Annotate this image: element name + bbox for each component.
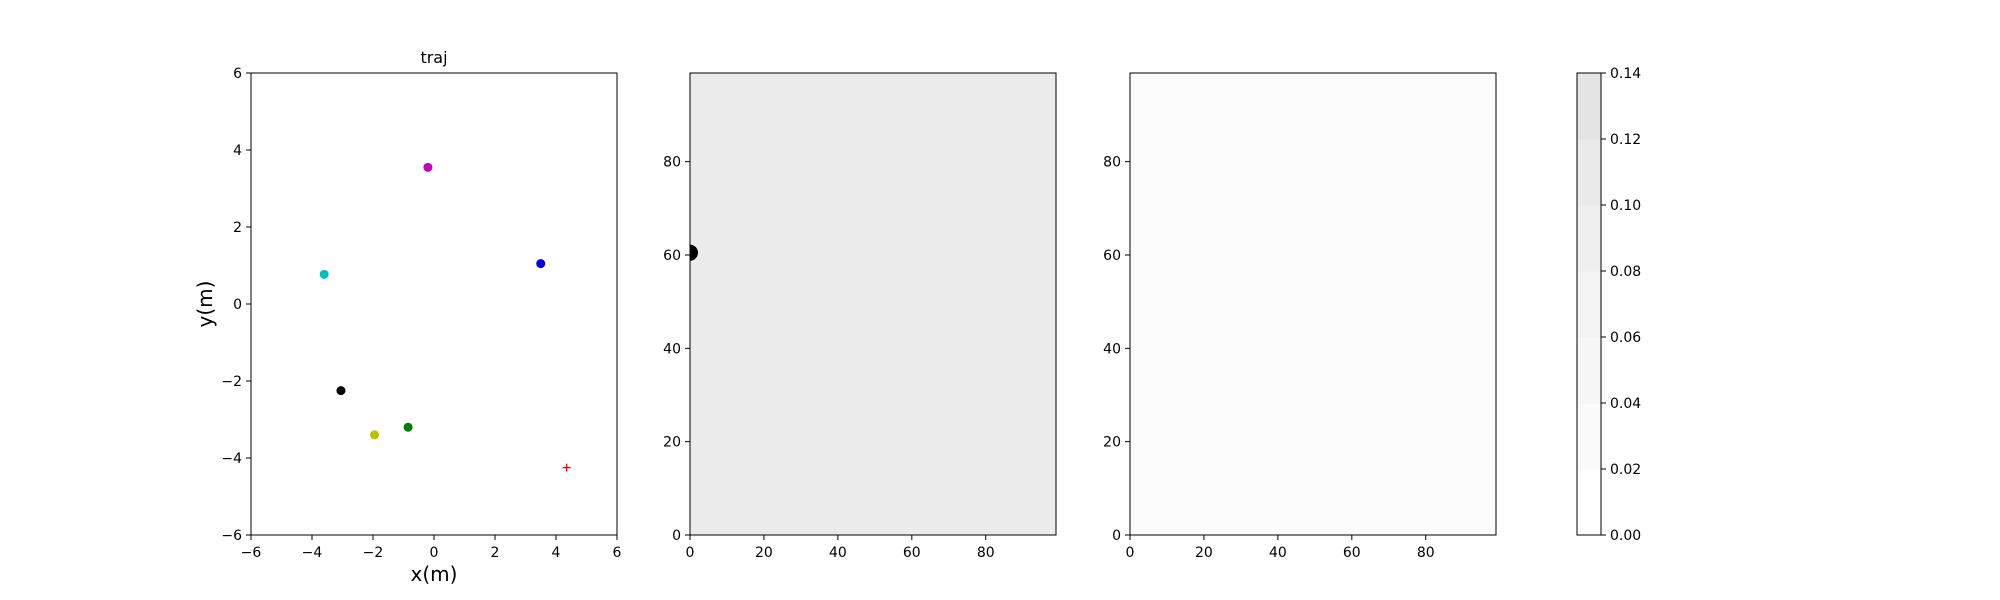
heatmap-2-x-tick-label: 0 bbox=[1126, 545, 1135, 561]
traj-y-tick-label: 0 bbox=[233, 297, 242, 313]
traj-point bbox=[536, 259, 546, 269]
traj-x-tick-label: −6 bbox=[241, 545, 262, 561]
colorbar-tick-label: 0.08 bbox=[1610, 264, 1641, 280]
traj-plot-frame bbox=[250, 72, 618, 536]
traj-point bbox=[336, 386, 346, 396]
heatmap-2-x-ticks: 0 20 40 60 80 bbox=[1126, 535, 1435, 561]
heatmap-1-fill bbox=[690, 73, 1056, 535]
heatmap-2-y-tick-label: 60 bbox=[1103, 248, 1121, 264]
colorbar-level bbox=[1577, 205, 1601, 272]
heatmap-2-y-tick-label: 0 bbox=[1112, 528, 1121, 544]
traj-panel: traj −6 −4 −2 0 2 4 6 −6 −4 −2 0 2 4 6 x(m) y(m) bbox=[193, 48, 622, 586]
colorbar-level bbox=[1577, 271, 1601, 338]
heatmap-2-fill bbox=[1130, 73, 1496, 535]
traj-y-tick-label: −2 bbox=[221, 374, 242, 390]
colorbar-ticks: 0.00 0.02 0.04 0.06 0.08 0.10 0.12 0.14 bbox=[1601, 66, 1641, 544]
traj-y-ticks: −6 −4 −2 0 2 4 6 bbox=[221, 66, 251, 544]
heatmap-1-frame bbox=[689, 72, 1057, 536]
colorbar-level bbox=[1577, 403, 1601, 470]
traj-target-marker bbox=[562, 463, 571, 472]
colorbar-tick-label: 0.00 bbox=[1610, 528, 1641, 544]
colorbar-frame bbox=[1576, 72, 1602, 536]
traj-x-tick-label: 2 bbox=[491, 545, 500, 561]
heatmap-2-y-tick-label: 20 bbox=[1103, 435, 1121, 451]
heatmap-2-frame bbox=[1129, 72, 1497, 536]
traj-y-tick-label: 4 bbox=[233, 143, 242, 159]
heatmap-1-hotspot bbox=[690, 244, 698, 261]
traj-point bbox=[423, 162, 433, 172]
heatmap-2-x-tick-label: 40 bbox=[1269, 545, 1287, 561]
traj-x-tick-label: −4 bbox=[302, 545, 323, 561]
heatmap-1-y-ticks: 0 20 40 60 80 bbox=[663, 155, 690, 544]
colorbar-level bbox=[1577, 337, 1601, 404]
traj-x-tick-label: 4 bbox=[552, 545, 561, 561]
colorbar-tick-label: 0.06 bbox=[1610, 330, 1641, 346]
traj-y-tick-label: 2 bbox=[233, 220, 242, 236]
heatmap-1-x-tick-label: 60 bbox=[903, 545, 921, 561]
heatmap-1-x-tick-label: 80 bbox=[977, 545, 995, 561]
heatmap-1-y-tick-label: 20 bbox=[663, 435, 681, 451]
heatmap-1-x-tick-label: 40 bbox=[829, 545, 847, 561]
traj-points bbox=[319, 162, 571, 472]
heatmap-1-x-ticks: 0 20 40 60 80 bbox=[686, 535, 995, 561]
traj-x-tick-label: 6 bbox=[613, 545, 622, 561]
traj-x-tick-label: −2 bbox=[363, 545, 384, 561]
traj-y-axis-label: y(m) bbox=[193, 281, 217, 328]
heatmap-2-y-tick-label: 80 bbox=[1103, 155, 1121, 171]
heatmap-2-x-tick-label: 20 bbox=[1195, 545, 1213, 561]
heatmap-1-y-tick-label: 40 bbox=[663, 341, 681, 357]
colorbar-levels bbox=[1577, 73, 1601, 536]
traj-point bbox=[370, 430, 380, 440]
colorbar-tick-label: 0.04 bbox=[1610, 396, 1641, 412]
colorbar-tick-label: 0.14 bbox=[1610, 66, 1641, 82]
traj-point bbox=[403, 422, 413, 432]
colorbar-level bbox=[1577, 469, 1601, 536]
colorbar-tick-label: 0.02 bbox=[1610, 462, 1641, 478]
traj-x-ticks: −6 −4 −2 0 2 4 6 bbox=[241, 535, 622, 561]
traj-y-tick-label: −4 bbox=[221, 451, 242, 467]
heatmap-panel-1: 0 20 40 60 80 0 20 40 60 80 bbox=[663, 72, 1057, 561]
heatmap-1-y-tick-label: 80 bbox=[663, 155, 681, 171]
heatmap-1-y-tick-label: 0 bbox=[672, 528, 681, 544]
traj-point bbox=[319, 269, 329, 279]
heatmap-1-x-tick-label: 0 bbox=[686, 545, 695, 561]
traj-y-tick-label: 6 bbox=[233, 66, 242, 82]
traj-y-tick-label: −6 bbox=[221, 528, 242, 544]
heatmap-1-y-tick-label: 60 bbox=[663, 248, 681, 264]
heatmap-2-x-tick-label: 80 bbox=[1417, 545, 1435, 561]
colorbar-level bbox=[1577, 73, 1601, 140]
heatmap-2-x-tick-label: 60 bbox=[1343, 545, 1361, 561]
heatmap-2-y-ticks: 0 20 40 60 80 bbox=[1103, 155, 1130, 544]
traj-title: traj bbox=[420, 48, 447, 67]
traj-x-axis-label: x(m) bbox=[411, 562, 458, 586]
traj-x-tick-label: 0 bbox=[430, 545, 439, 561]
colorbar-tick-label: 0.10 bbox=[1610, 198, 1641, 214]
heatmap-2-y-tick-label: 40 bbox=[1103, 341, 1121, 357]
heatmap-panel-2: 0 20 40 60 80 0 20 40 60 80 bbox=[1103, 72, 1497, 561]
heatmap-1-x-tick-label: 20 bbox=[755, 545, 773, 561]
colorbar-level bbox=[1577, 139, 1601, 206]
colorbar-tick-label: 0.12 bbox=[1610, 132, 1641, 148]
colorbar: 0.00 0.02 0.04 0.06 0.08 0.10 0.12 0.14 bbox=[1576, 66, 1641, 544]
